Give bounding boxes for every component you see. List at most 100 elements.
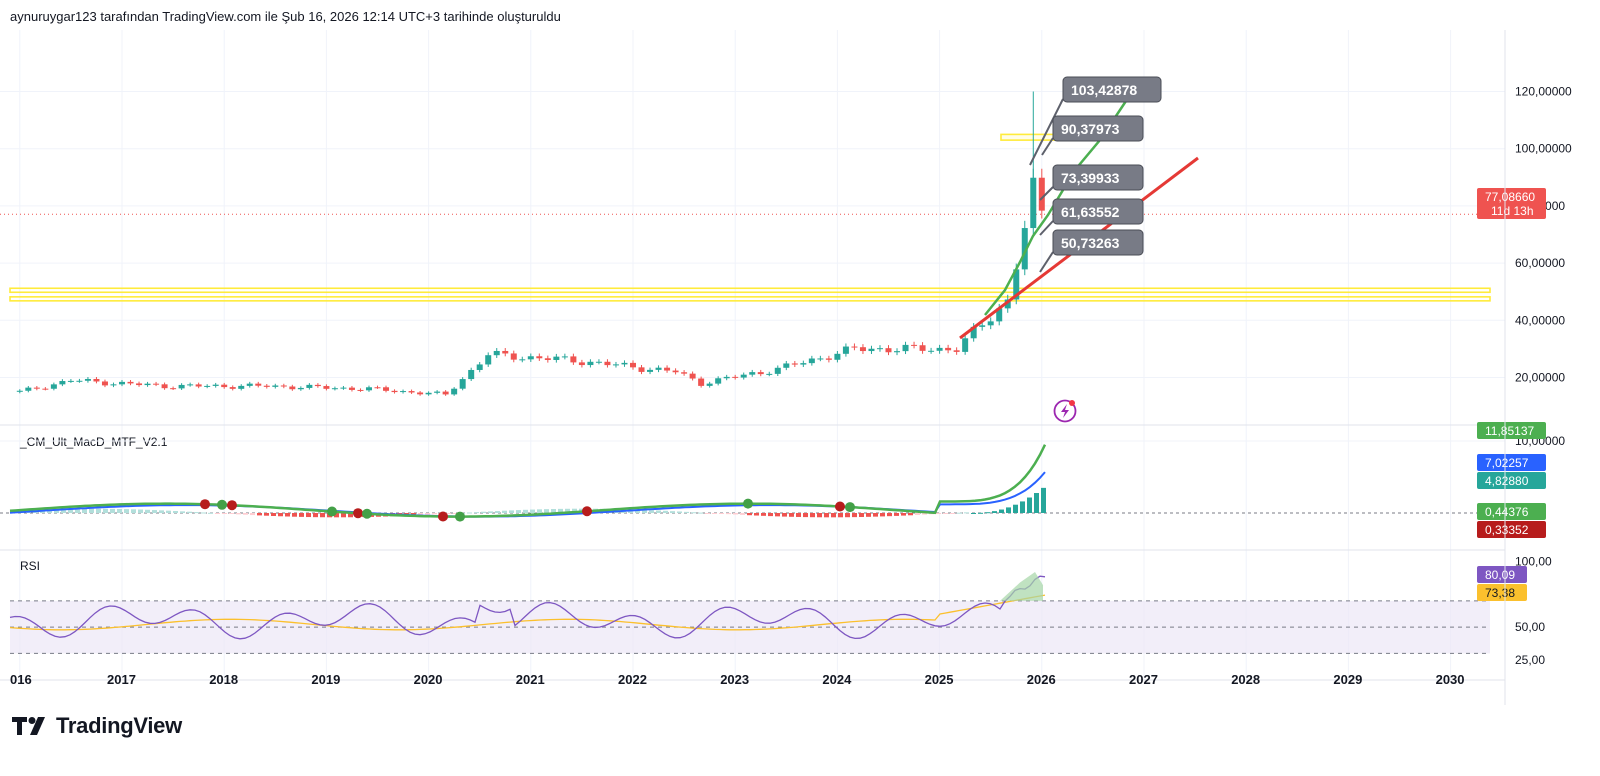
candle-body bbox=[885, 348, 892, 353]
rsi-tick-label: 50,00 bbox=[1515, 620, 1545, 634]
grid bbox=[0, 30, 1505, 680]
macd-histogram-bar bbox=[887, 513, 892, 517]
candle-body bbox=[510, 353, 517, 360]
macd-histogram-bar bbox=[495, 511, 500, 513]
candle-body bbox=[902, 344, 909, 352]
macd-histogram-bar bbox=[726, 513, 731, 515]
chart-attribution: aynuruygar123 tarafından TradingView.com… bbox=[10, 9, 561, 24]
candle-body bbox=[42, 388, 49, 390]
candle-body bbox=[612, 364, 619, 366]
macd-histogram-bar bbox=[635, 509, 640, 513]
candle-body bbox=[400, 391, 407, 393]
candle-body bbox=[204, 385, 211, 387]
candle-body bbox=[212, 384, 219, 386]
macd-histogram-bar bbox=[96, 508, 101, 513]
rsi-value-label: 80,09 bbox=[1485, 568, 1515, 582]
macd-histogram-bar bbox=[488, 511, 493, 513]
price-callout-box bbox=[1052, 198, 1144, 225]
macd-cross-marker bbox=[835, 501, 845, 512]
candle-body bbox=[868, 348, 875, 352]
macd-histogram-bar bbox=[1034, 493, 1039, 513]
macd-histogram-bar bbox=[110, 508, 115, 513]
macd-histogram-bar bbox=[502, 510, 507, 513]
candle-body bbox=[851, 346, 858, 348]
callout-connector bbox=[1039, 186, 1054, 201]
candle-body bbox=[774, 367, 781, 374]
candle-body bbox=[1038, 177, 1045, 211]
macd-histogram-bar bbox=[89, 508, 94, 513]
time-axis: 016 2017 2018 2019 2020 2021 2022 2023 2024 2025 2… bbox=[10, 672, 1465, 687]
macd-value-badge bbox=[1477, 454, 1546, 471]
macd-histogram-bar bbox=[698, 512, 703, 514]
macd-histogram-bar bbox=[474, 512, 479, 514]
brand-name: TradingView bbox=[56, 713, 182, 738]
tradingview-brand[interactable]: TradingView bbox=[12, 713, 182, 739]
macd-histogram-bar bbox=[68, 508, 73, 513]
macd-histogram-bar bbox=[894, 513, 899, 516]
macd-histogram-bar bbox=[208, 512, 213, 514]
lightning-icon[interactable] bbox=[1053, 399, 1077, 423]
macd-histogram-bar bbox=[54, 509, 59, 513]
macd-histogram-bar bbox=[740, 513, 745, 515]
support-zone bbox=[9, 287, 1491, 294]
macd-histogram-bar bbox=[712, 513, 717, 514]
macd-histogram-bar bbox=[838, 513, 843, 518]
macd-histogram-bar bbox=[656, 510, 661, 513]
candle-body bbox=[67, 380, 74, 382]
macd-histogram-bar bbox=[411, 513, 416, 516]
rsi-tick-label: 100,00 bbox=[1515, 555, 1552, 569]
candle-body bbox=[25, 387, 32, 391]
macd-histogram-bar bbox=[663, 510, 668, 513]
macd-histogram-bar bbox=[215, 513, 220, 514]
last-price-badge bbox=[1477, 188, 1546, 219]
macd-histogram-bar bbox=[432, 513, 437, 515]
time-tick-label: 016 bbox=[10, 672, 32, 687]
macd-histogram-bar bbox=[866, 513, 871, 517]
macd-histogram-bar bbox=[733, 513, 738, 515]
macd-histogram-bar bbox=[642, 509, 647, 513]
candle-body bbox=[442, 391, 449, 395]
macd-cross-marker bbox=[227, 500, 237, 511]
macd-histogram-bar bbox=[334, 513, 339, 518]
candle-body bbox=[783, 363, 790, 368]
time-tick-label: 2019 bbox=[311, 672, 340, 687]
candle-body bbox=[221, 384, 228, 388]
macd-histogram-bar bbox=[264, 513, 269, 516]
macd-value-badge bbox=[1477, 521, 1546, 538]
macd-histogram-bar bbox=[537, 509, 542, 513]
time-tick-label: 2023 bbox=[720, 672, 749, 687]
macd-histogram-bar bbox=[719, 513, 724, 514]
candle-body bbox=[587, 361, 594, 366]
time-tick-label: 2030 bbox=[1436, 672, 1465, 687]
callout-connector bbox=[1039, 251, 1054, 273]
rsi-value-badge bbox=[1477, 584, 1527, 601]
macd-histogram-bar bbox=[523, 509, 528, 513]
macd-histogram-bar bbox=[516, 510, 521, 513]
macd-histogram-bar bbox=[873, 513, 878, 517]
support-zone bbox=[9, 296, 1491, 302]
candle-body bbox=[630, 362, 636, 368]
time-tick-label: 2026 bbox=[1027, 672, 1056, 687]
candle-body bbox=[195, 384, 202, 387]
candle-body bbox=[919, 345, 926, 351]
candle-body bbox=[434, 391, 441, 393]
price-callout-box bbox=[1052, 229, 1144, 256]
macd-pane-title: _CM_Ult_MacD_MTF_V2.1 bbox=[19, 435, 168, 449]
macd-histogram-bar bbox=[292, 513, 297, 517]
candle-body bbox=[348, 387, 355, 390]
price-callout-label: 73,39933 bbox=[1061, 170, 1120, 186]
price-tick-label: 60,00000 bbox=[1515, 256, 1565, 270]
price-tick-label: 20,00000 bbox=[1515, 371, 1565, 385]
macd-histogram-bar bbox=[271, 513, 276, 516]
candle-body bbox=[161, 384, 168, 389]
macd-histogram-bar bbox=[103, 508, 108, 513]
macd-pane: 10,0000011,851377,022574,828800,443760,3… bbox=[0, 422, 1565, 538]
macd-histogram-bar bbox=[117, 508, 122, 513]
macd-histogram-bar bbox=[761, 513, 766, 516]
macd-cross-marker bbox=[362, 508, 372, 519]
candle-body bbox=[595, 361, 602, 363]
price-tick-label: 40,00000 bbox=[1515, 313, 1565, 327]
macd-histogram-bar bbox=[908, 513, 913, 516]
candle-body bbox=[468, 369, 475, 380]
